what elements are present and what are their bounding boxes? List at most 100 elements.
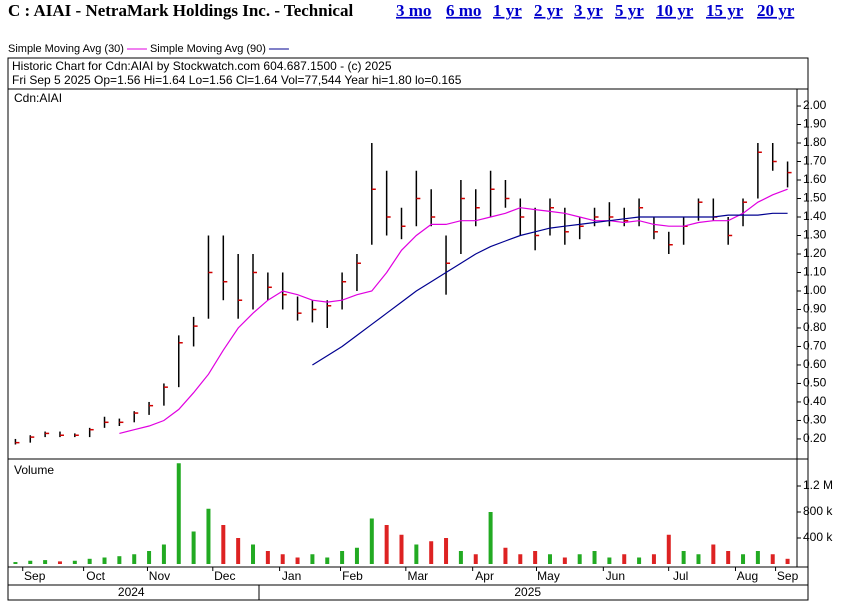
panel-label: Cdn:AIAI: [14, 91, 62, 105]
volume-bar: [251, 544, 256, 564]
y-tick-label: 1.00: [803, 283, 827, 297]
range-link[interactable]: 15 yr: [706, 1, 744, 20]
volume-bar: [310, 554, 315, 564]
volume-bar: [444, 538, 449, 564]
range-link[interactable]: 6 mo: [446, 1, 481, 20]
legend-label: Simple Moving Avg (90): [150, 43, 266, 55]
volume-bar: [325, 557, 330, 564]
volume-bar: [547, 554, 552, 564]
volume-bar: [726, 551, 731, 564]
y-tick-label: 1.80: [803, 135, 827, 149]
volume-bar: [473, 554, 478, 564]
volume-bar: [681, 551, 686, 564]
info-line: Historic Chart for Cdn:AIAI by Stockwatc…: [12, 59, 392, 73]
volume-bar: [741, 554, 746, 564]
y-tick-label: 2.00: [803, 98, 827, 112]
volume-bar: [414, 544, 419, 564]
range-link[interactable]: 1 yr: [493, 1, 522, 20]
volume-bar: [755, 551, 760, 564]
volume-bar: [206, 508, 211, 564]
y-tick-label: 0.70: [803, 339, 827, 353]
x-tick-label: Oct: [86, 569, 105, 583]
volume-bar: [176, 463, 181, 564]
range-link[interactable]: 2 yr: [534, 1, 563, 20]
volume-bar: [87, 558, 92, 564]
volume-bar: [132, 554, 137, 564]
x-tick-label: Feb: [342, 569, 363, 583]
year-label: 2024: [118, 585, 145, 599]
volume-bar: [147, 551, 152, 564]
volume-bar: [696, 554, 701, 564]
range-link[interactable]: 3 mo: [396, 1, 431, 20]
volume-bar: [458, 551, 463, 564]
y-tick-label: 400 k: [803, 530, 833, 544]
y-tick-label: 1.90: [803, 117, 827, 131]
x-tick-label: Mar: [407, 569, 428, 583]
moving-average: [312, 212, 788, 366]
volume-bar: [236, 538, 241, 564]
volume-bar: [651, 554, 656, 564]
range-link[interactable]: 3 yr: [574, 1, 603, 20]
moving-average: [119, 188, 788, 434]
y-tick-label: 1.10: [803, 265, 827, 279]
volume-bar: [13, 562, 18, 564]
x-tick-label: Nov: [149, 569, 170, 583]
y-tick-label: 1.50: [803, 191, 827, 205]
volume-bar: [354, 547, 359, 564]
volume-bar: [562, 557, 567, 564]
y-tick-label: 0.20: [803, 431, 827, 445]
volume-bar: [770, 554, 775, 564]
volume-bar: [369, 518, 374, 564]
y-tick-label: 1.60: [803, 172, 827, 186]
volume-bar: [503, 547, 508, 564]
x-tick-label: Sep: [777, 569, 799, 583]
chart-frame: [7, 57, 809, 601]
y-tick-label: 0.40: [803, 394, 827, 408]
range-link[interactable]: 10 yr: [656, 1, 694, 20]
volume-bar: [340, 551, 345, 564]
x-tick-label: Jun: [606, 569, 625, 583]
y-tick-label: 800 k: [803, 504, 833, 518]
volume-bar: [221, 525, 226, 564]
range-link[interactable]: 20 yr: [757, 1, 795, 20]
volume-bar: [265, 551, 270, 564]
volume-bar: [57, 561, 62, 564]
volume-bar: [117, 556, 122, 564]
y-tick-label: 1.20: [803, 246, 827, 260]
x-tick-label: Dec: [214, 569, 235, 583]
y-tick-label: 0.80: [803, 320, 827, 334]
y-tick-label: 1.2 M: [803, 478, 833, 492]
volume-bar: [102, 557, 107, 564]
volume-bar: [28, 560, 33, 564]
y-tick-label: 1.30: [803, 228, 827, 242]
x-tick-label: Aug: [737, 569, 758, 583]
x-tick-label: Jul: [673, 569, 688, 583]
volume-bar: [384, 525, 389, 564]
volume-bar: [533, 551, 538, 564]
volume-bar: [295, 557, 300, 564]
page-title: C : AIAI - NetraMark Holdings Inc. - Tec…: [8, 1, 353, 20]
panel-label: Volume: [14, 463, 54, 477]
volume-bar: [429, 541, 434, 564]
x-tick-label: Jan: [282, 569, 301, 583]
volume-bar: [399, 534, 404, 564]
y-tick-label: 1.40: [803, 209, 827, 223]
volume-bar: [711, 544, 716, 564]
y-tick-label: 0.50: [803, 376, 827, 390]
volume-bar: [607, 557, 612, 564]
volume-bar: [622, 554, 627, 564]
volume-bar: [280, 554, 285, 564]
volume-bar: [592, 551, 597, 564]
year-label: 2025: [514, 585, 541, 599]
x-tick-label: May: [537, 569, 560, 583]
y-tick-label: 0.90: [803, 302, 827, 316]
volume-bar: [637, 557, 642, 564]
y-tick-label: 0.30: [803, 413, 827, 427]
volume-bar: [161, 544, 166, 564]
range-link[interactable]: 5 yr: [615, 1, 644, 20]
x-tick-label: Sep: [24, 569, 46, 583]
volume-bar: [577, 554, 582, 564]
info-line: Fri Sep 5 2025 Op=1.56 Hi=1.64 Lo=1.56 C…: [12, 73, 462, 87]
volume-bar: [666, 534, 671, 564]
